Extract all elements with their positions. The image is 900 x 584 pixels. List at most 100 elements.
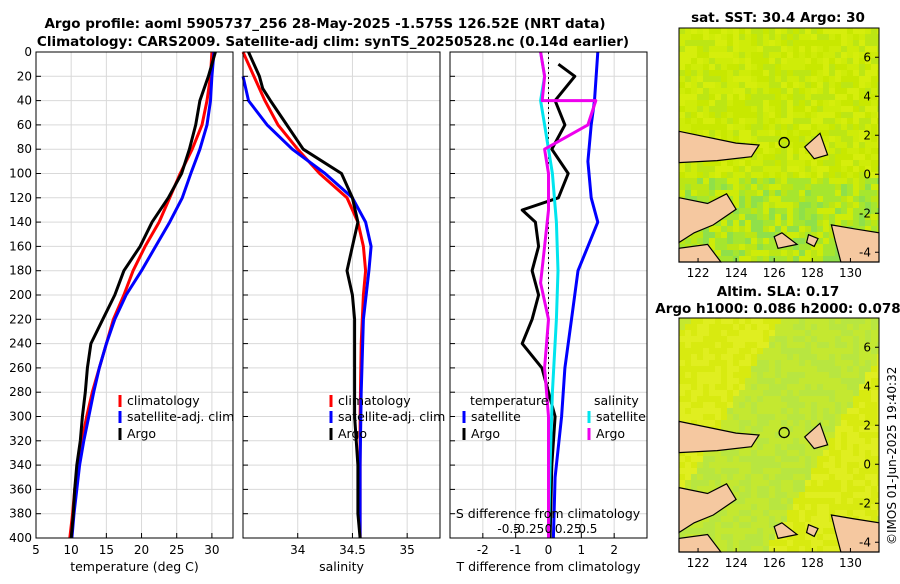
map-cell [721, 46, 727, 52]
map-cell [679, 534, 685, 540]
map-cell [721, 124, 727, 130]
map-cell [799, 256, 805, 262]
legend-argo: Argo [127, 426, 156, 441]
map-cell [835, 510, 841, 516]
map-cell [787, 318, 793, 324]
map-cell [775, 360, 781, 366]
map-cell [769, 396, 775, 402]
map-cell [871, 384, 877, 390]
map-cell [709, 244, 715, 250]
map-cell [811, 408, 817, 414]
map-cell [757, 178, 763, 184]
map-cell [829, 58, 835, 64]
map-cell [775, 166, 781, 172]
map-cell [715, 232, 721, 238]
map-cell [703, 360, 709, 366]
map-cell [751, 450, 757, 456]
map-cell [727, 372, 733, 378]
map-cell [841, 366, 847, 372]
land-mass [773, 232, 799, 249]
map-cell [835, 414, 841, 420]
map-cell [739, 40, 745, 46]
map-cell [841, 468, 847, 474]
map-cell [793, 474, 799, 480]
map-cell [697, 28, 703, 34]
map-cell [799, 456, 805, 462]
map-cell [685, 402, 691, 408]
map-cell [727, 396, 733, 402]
map-cell [793, 160, 799, 166]
map-cell [775, 256, 781, 262]
map-cell [805, 118, 811, 124]
map-cell [877, 100, 879, 106]
map-cell [739, 244, 745, 250]
map-cell [799, 130, 805, 136]
map-cell [733, 474, 739, 480]
map-cell [841, 160, 847, 166]
map-cell [739, 76, 745, 82]
map-cell [715, 76, 721, 82]
map-cell [751, 444, 757, 450]
map-cell [829, 540, 835, 546]
map-cell [703, 348, 709, 354]
map-cell [697, 178, 703, 184]
map-cell [841, 196, 847, 202]
map-cell [775, 64, 781, 70]
map-cell [871, 432, 877, 438]
y-tick-label: 300 [9, 410, 32, 424]
map-cell [763, 256, 769, 262]
map-cell [679, 100, 685, 106]
map-cell [703, 178, 709, 184]
map-cell [817, 184, 823, 190]
map-cell [697, 76, 703, 82]
map-cell [715, 238, 721, 244]
map-cell [751, 384, 757, 390]
map-cell [715, 94, 721, 100]
map-cell [781, 190, 787, 196]
map-cell [823, 202, 829, 208]
map-cell [787, 336, 793, 342]
map-cell [853, 94, 859, 100]
map-cell [745, 384, 751, 390]
map-cell [721, 456, 727, 462]
map-cell [745, 28, 751, 34]
map-cell [697, 456, 703, 462]
map-cell [811, 366, 817, 372]
map-cell [685, 124, 691, 130]
map-cell [835, 88, 841, 94]
map-cell [745, 486, 751, 492]
map-cell [763, 82, 769, 88]
map-cell [859, 190, 865, 196]
map-cell [751, 190, 757, 196]
map-cell [805, 250, 811, 256]
map-cell [685, 450, 691, 456]
map-cell [739, 486, 745, 492]
map-cell [805, 208, 811, 214]
map-cell [799, 70, 805, 76]
map-cell [781, 76, 787, 82]
map-cell [877, 456, 879, 462]
map-cell [709, 52, 715, 58]
legend-climatology: climatology [127, 393, 200, 408]
map-cell [769, 492, 775, 498]
map-cell [799, 58, 805, 64]
map-cell [775, 486, 781, 492]
map-cell [775, 226, 781, 232]
map-cell [691, 462, 697, 468]
map-cell [775, 402, 781, 408]
map-cell [745, 456, 751, 462]
map-cell [871, 28, 877, 34]
map-cell [817, 468, 823, 474]
map-cell [799, 160, 805, 166]
legend-satellite: satellite-adj. clim [338, 409, 445, 424]
map-cell [841, 34, 847, 40]
map-cell [823, 432, 829, 438]
map-cell [709, 384, 715, 390]
title-line-2: Climatology: CARS2009. Satellite-adj cli… [37, 34, 629, 50]
map-cell [799, 510, 805, 516]
map-cell [823, 426, 829, 432]
map-cell [715, 516, 721, 522]
map-cell [733, 318, 739, 324]
map-cell [877, 426, 879, 432]
